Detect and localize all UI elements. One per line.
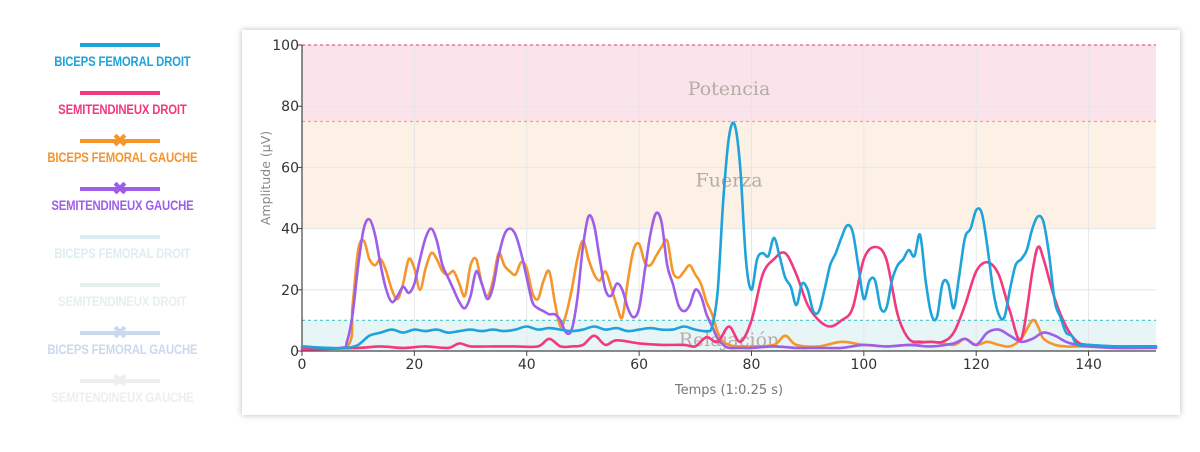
- band-label-1: Fuerza: [695, 170, 762, 192]
- legend-label: BICEPS FEMORAL GAUCHE: [47, 150, 198, 165]
- legend-label: BICEPS FEMORAL DROIT: [54, 246, 191, 261]
- legend-label: SEMITENDINEUX DROIT: [58, 294, 187, 309]
- cross-marker-icon: ✖: [112, 130, 128, 152]
- legend-swatch-line: [80, 43, 160, 47]
- x-axis-title: Temps (1:0.25 s): [674, 383, 783, 398]
- x-tick-label: 120: [963, 357, 990, 373]
- legend-swatch-line: [80, 139, 160, 143]
- legend-label: SEMITENDINEUX GAUCHE: [51, 390, 194, 405]
- y-axis-title: Amplitude (μV): [258, 131, 273, 225]
- x-tick-label: 100: [850, 357, 877, 373]
- x-tick-label: 80: [743, 357, 761, 373]
- legend-item[interactable]: ✖ BICEPS FEMORAL GAUCHE: [30, 130, 215, 182]
- cross-marker-icon: ✖: [112, 322, 128, 344]
- legend-swatch-line: [80, 331, 160, 335]
- legend-swatch-line: [80, 187, 160, 191]
- legend-swatch-line: [80, 91, 160, 95]
- cross-marker-icon: ✖: [112, 178, 128, 200]
- band-label-0: Potencia: [688, 78, 771, 100]
- legend-item[interactable]: ✖ SEMITENDINEUX GAUCHE: [30, 370, 215, 422]
- legend-item[interactable]: BICEPS FEMORAL DROIT: [30, 38, 215, 86]
- legend-label: SEMITENDINEUX DROIT: [58, 102, 187, 117]
- x-tick-label: 40: [518, 357, 536, 373]
- series-line-0: [300, 121, 1158, 350]
- y-tick-label: 20: [281, 283, 299, 299]
- y-tick-label: 60: [281, 160, 299, 176]
- x-tick-label: 20: [405, 357, 423, 373]
- legend-item[interactable]: ✖ SEMITENDINEUX GAUCHE: [30, 178, 215, 230]
- legend-swatch-line: [80, 379, 160, 383]
- series-line-3: [300, 211, 1158, 350]
- legend-item[interactable]: SEMITENDINEUX DROIT: [30, 86, 215, 134]
- y-tick-label: 40: [281, 222, 299, 238]
- legend-swatch-line: [80, 283, 160, 287]
- legend-item[interactable]: BICEPS FEMORAL DROIT: [30, 230, 215, 278]
- legend-label: SEMITENDINEUX GAUCHE: [51, 198, 194, 213]
- legend-item[interactable]: SEMITENDINEUX DROIT: [30, 278, 215, 326]
- y-tick-label: 100: [272, 38, 299, 54]
- series-line-1: [300, 245, 1158, 351]
- chart-card: Potencia Fuerza Relajación 0 20 40 60 80 100 120 1…: [242, 30, 1180, 415]
- band-potencia: [302, 45, 1156, 122]
- legend-swatch-line: [80, 235, 160, 239]
- legend-label: BICEPS FEMORAL DROIT: [54, 54, 191, 69]
- y-tick-label: 80: [281, 99, 299, 115]
- legend-label: BICEPS FEMORAL GAUCHE: [47, 342, 198, 357]
- y-tick-label: 0: [290, 344, 299, 360]
- x-tick-label: 0: [298, 357, 307, 373]
- chart-legend: BICEPS FEMORAL DROIT SEMITENDINEUX DROIT ✖…: [30, 38, 215, 422]
- x-tick-label: 60: [630, 357, 648, 373]
- cross-marker-icon: ✖: [112, 370, 128, 392]
- legend-item[interactable]: ✖ BICEPS FEMORAL GAUCHE: [30, 322, 215, 374]
- x-tick-label: 140: [1075, 357, 1102, 373]
